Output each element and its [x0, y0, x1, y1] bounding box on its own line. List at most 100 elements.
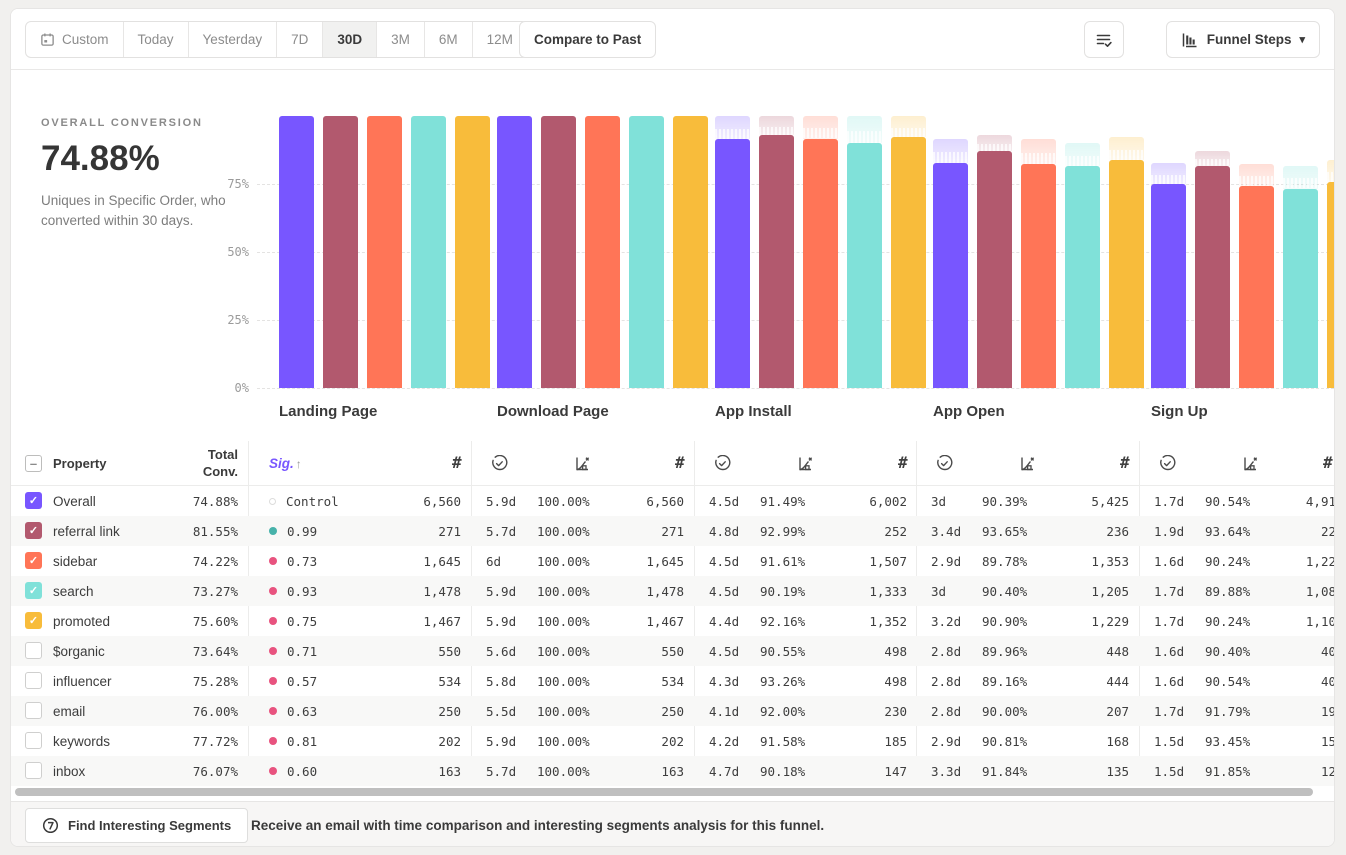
total-conversion-value: 75.28%: [192, 673, 238, 689]
step-label-download-page: Download Page: [497, 403, 609, 420]
row-checkbox[interactable]: [25, 672, 42, 689]
bar-promoted-step1[interactable]: [455, 116, 490, 388]
row-checkbox[interactable]: [25, 642, 42, 659]
conversion-rate-header-step5[interactable]: [1242, 455, 1259, 472]
significance-column-header[interactable]: Sig. ↑: [269, 456, 302, 471]
bar-search-step5[interactable]: [1283, 188, 1318, 388]
bar-promoted-step2[interactable]: [673, 116, 708, 388]
bar-search-step2[interactable]: [629, 116, 664, 388]
count-step4: 5,425: [1091, 493, 1129, 509]
table-row-keywords[interactable]: keywords 77.72% 0.81 202 5.9d 100.00% 202 4.2d 9…: [11, 726, 1334, 756]
table-row-promoted[interactable]: ✓ promoted 75.60% 0.75 1,467 5.9d 100.00% 1,467…: [11, 606, 1334, 636]
bar-search-step4[interactable]: [1065, 166, 1100, 388]
range-3m[interactable]: 3M: [377, 22, 425, 57]
count-column-header-step2[interactable]: #: [675, 453, 685, 472]
list-check-button[interactable]: [1084, 21, 1124, 58]
time-to-convert-header-step4[interactable]: [936, 455, 953, 472]
table-row-sidebar[interactable]: ✓ sidebar 74.22% 0.73 1,645 6d 100.00% 1,645 4.5…: [11, 546, 1334, 576]
time-step4: 2.8d: [931, 673, 962, 689]
find-interesting-segments-button[interactable]: Find Interesting Segments: [25, 808, 249, 843]
conversion-rate-header-step3[interactable]: [797, 455, 814, 472]
count-column-header-step3[interactable]: #: [898, 453, 908, 472]
significance-dot: [269, 647, 277, 655]
time-step3: 4.2d: [709, 733, 740, 749]
conversion-rate-header-step4[interactable]: [1019, 455, 1036, 472]
bar-sidebar-step3[interactable]: [803, 138, 838, 388]
time-to-convert-header-step5[interactable]: [1159, 455, 1176, 472]
property-column-header[interactable]: Property: [53, 456, 107, 471]
significance-dot: [269, 767, 277, 775]
bar-Overall-step5[interactable]: [1151, 184, 1186, 388]
conversion-rate-header-step2[interactable]: [574, 455, 591, 472]
range-7d[interactable]: 7D: [277, 22, 324, 57]
table-row-influencer[interactable]: influencer 75.28% 0.57 534 5.8d 100.00% 534 4.3…: [11, 666, 1334, 696]
range-yesterday[interactable]: Yesterday: [189, 22, 278, 57]
bar-cap-promoted-step3: [891, 116, 926, 138]
row-checkbox[interactable]: [25, 762, 42, 779]
bar-Overall-step3[interactable]: [715, 139, 750, 388]
rate-step3: 90.18%: [760, 763, 806, 779]
range-30d[interactable]: 30D: [323, 22, 378, 57]
rate-step4: 89.16%: [982, 673, 1028, 689]
row-checkbox[interactable]: ✓: [25, 552, 42, 569]
table-row-organic[interactable]: $organic 73.64% 0.71 550 5.6d 100.00% 550 4.5d 9…: [11, 636, 1334, 666]
time-to-convert-header-step3[interactable]: [714, 455, 731, 472]
count-column-header-step5[interactable]: #: [1323, 453, 1333, 472]
bar-Overall-step4[interactable]: [933, 163, 968, 388]
bar-sidebar-step5[interactable]: [1239, 186, 1274, 388]
bar-sidebar-step1[interactable]: [367, 116, 402, 388]
bar-Overall-step2[interactable]: [497, 116, 532, 388]
rate-step3: 90.55%: [760, 643, 806, 659]
row-checkbox[interactable]: [25, 732, 42, 749]
time-step5: 1.6d: [1154, 673, 1185, 689]
bar-Overall-step1[interactable]: [279, 116, 314, 388]
table-row-Overall[interactable]: ✓ Overall 74.88% Control 6,560 5.9d 100.00% 6,5…: [11, 486, 1334, 516]
rate-step2: 100.00%: [537, 673, 590, 689]
row-checkbox[interactable]: ✓: [25, 612, 42, 629]
count-column-header-step1[interactable]: #: [452, 453, 462, 472]
table-row-email[interactable]: email 76.00% 0.63 250 5.5d 100.00% 250 4.1d 92.0…: [11, 696, 1334, 726]
list-check-icon: [1095, 31, 1113, 49]
bar-promoted-step3[interactable]: [891, 137, 926, 388]
time-step4: 3.4d: [931, 523, 962, 539]
row-checkbox[interactable]: [25, 702, 42, 719]
bar-referral-link-step2[interactable]: [541, 116, 576, 388]
row-checkbox[interactable]: ✓: [25, 522, 42, 539]
breakdown-table: – Property Total Conv. Sig. ↑ # # # # # ✓ Over…: [11, 441, 1334, 797]
table-row-referral-link[interactable]: ✓ referral link 81.55% 0.99 271 5.7d 100.00% 27…: [11, 516, 1335, 546]
significance-value: 0.75: [269, 606, 399, 636]
bar-referral-link-step4[interactable]: [977, 151, 1012, 388]
property-label: search: [53, 583, 94, 599]
bar-promoted-step5[interactable]: [1327, 182, 1334, 388]
gridline-50%: [257, 252, 1334, 253]
time-step5: 1.7d: [1154, 583, 1185, 599]
table-row-search[interactable]: ✓ search 73.27% 0.93 1,478 5.9d 100.00% 1,478 4.…: [11, 576, 1334, 606]
time-to-convert-header-step2[interactable]: [491, 455, 508, 472]
horizontal-scrollbar[interactable]: [15, 788, 1313, 796]
row-checkbox[interactable]: ✓: [25, 582, 42, 599]
bar-search-step3[interactable]: [847, 142, 882, 388]
range-today[interactable]: Today: [124, 22, 189, 57]
compare-to-past-button[interactable]: Compare to Past: [519, 21, 657, 58]
funnel-steps-dropdown[interactable]: Funnel Steps ▾: [1165, 21, 1320, 58]
bar-search-step1[interactable]: [411, 116, 446, 388]
count-step5: 22: [1320, 523, 1335, 539]
bar-promoted-step4[interactable]: [1109, 160, 1144, 388]
bar-referral-link-step5[interactable]: [1195, 166, 1230, 388]
count-column-header-step4[interactable]: #: [1120, 453, 1130, 472]
footer-message: Receive an email with time comparison an…: [251, 818, 825, 833]
time-step3: 4.5d: [709, 643, 740, 659]
range-6m[interactable]: 6M: [425, 22, 473, 57]
bar-referral-link-step1[interactable]: [323, 116, 358, 388]
bar-sidebar-step4[interactable]: [1021, 164, 1056, 388]
bar-sidebar-step2[interactable]: [585, 116, 620, 388]
row-checkbox[interactable]: ✓: [25, 492, 42, 509]
table-row-inbox[interactable]: inbox 76.07% 0.60 163 5.7d 100.00% 163 4.7d 90.1…: [11, 756, 1334, 786]
select-all-checkbox[interactable]: –: [25, 455, 42, 472]
time-step3: 4.5d: [709, 493, 740, 509]
range-custom[interactable]: Custom: [26, 22, 124, 57]
bar-referral-link-step3[interactable]: [759, 135, 794, 388]
time-step5: 1.7d: [1154, 493, 1185, 509]
range-12m[interactable]: 12M: [486, 32, 513, 47]
total-conv-column-header[interactable]: Total Conv.: [202, 447, 238, 479]
